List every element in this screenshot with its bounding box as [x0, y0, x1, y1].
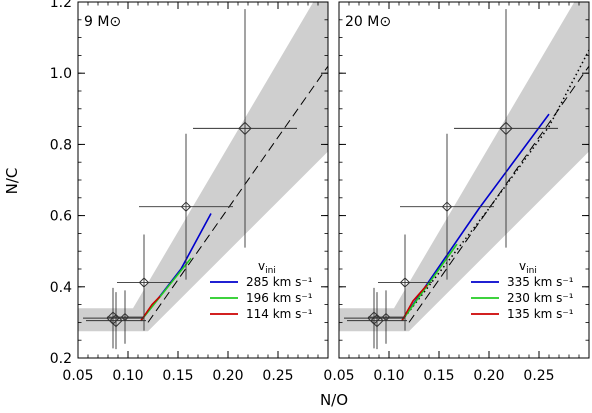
series-line-2 — [401, 284, 428, 321]
x-tick-label: 0.15 — [423, 368, 454, 384]
y-tick-label: 0.4 — [50, 280, 72, 296]
legend-label-1: 230 km s⁻¹ — [507, 291, 574, 305]
uncertainty-band — [339, 2, 589, 332]
series-line-1 — [140, 257, 192, 322]
panel-label: 9 M⊙ — [84, 14, 121, 30]
panel-9-msun: 0.05 0.10 0.15 0.20 0.25 0.2 0.4 0.6 0.8 1.0 1.2 9 … — [50, 0, 329, 384]
dashed-line — [408, 65, 589, 323]
series-line-0 — [401, 113, 550, 322]
data-point-diamond — [399, 277, 411, 288]
x-tick-label: 0.05 — [62, 368, 93, 384]
series-line-2 — [140, 295, 161, 322]
legend-label-1: 196 km s⁻¹ — [246, 291, 313, 305]
x-tick-label: 0.10 — [112, 368, 143, 384]
data-point-diamond — [109, 313, 123, 328]
x-tick-label: 0.20 — [473, 368, 504, 384]
dashed-line — [147, 65, 328, 323]
x-axis-label: N/O — [320, 391, 348, 409]
data-point-diamond — [499, 121, 513, 136]
legend-label-2: 135 km s⁻¹ — [507, 307, 574, 321]
data-point-diamond — [238, 121, 252, 136]
plot-area — [78, 2, 328, 350]
y-tick-label: 1.2 — [50, 0, 72, 11]
legend-label-0: 335 km s⁻¹ — [507, 275, 574, 289]
y-axis-label: N/C — [3, 168, 21, 195]
legend-label-0: 285 km s⁻¹ — [246, 275, 313, 289]
x-tick-label: 0.25 — [262, 368, 293, 384]
x-tick-label: 0.15 — [162, 368, 193, 384]
panel-label: 20 M⊙ — [345, 14, 391, 30]
y-tick-label: 0.8 — [50, 137, 72, 153]
x-tick-label: 0.05 — [323, 368, 354, 384]
data-point-diamond — [370, 313, 384, 328]
legend-title: vini — [258, 259, 276, 276]
data-point-diamond — [138, 277, 150, 288]
y-tick-label: 1.0 — [50, 66, 72, 82]
data-point-diamond — [381, 312, 391, 322]
series-line-1 — [401, 243, 458, 322]
legend-label-2: 114 km s⁻¹ — [246, 307, 313, 321]
data-point-diamond — [180, 201, 192, 212]
x-tick-label: 0.10 — [373, 368, 404, 384]
legend-title: vini — [519, 259, 537, 276]
legend-title-subscript: ini — [265, 266, 276, 276]
plot-area — [339, 2, 589, 350]
legend-title-subscript: ini — [526, 266, 537, 276]
x-tick-label: 0.25 — [523, 368, 554, 384]
y-tick-label: 0.2 — [50, 351, 72, 367]
y-tick-label: 0.6 — [50, 209, 72, 225]
data-point-diamond — [441, 201, 453, 212]
data-point-diamond — [120, 312, 130, 322]
x-tick-label: 0.20 — [212, 368, 243, 384]
uncertainty-band — [78, 2, 328, 332]
